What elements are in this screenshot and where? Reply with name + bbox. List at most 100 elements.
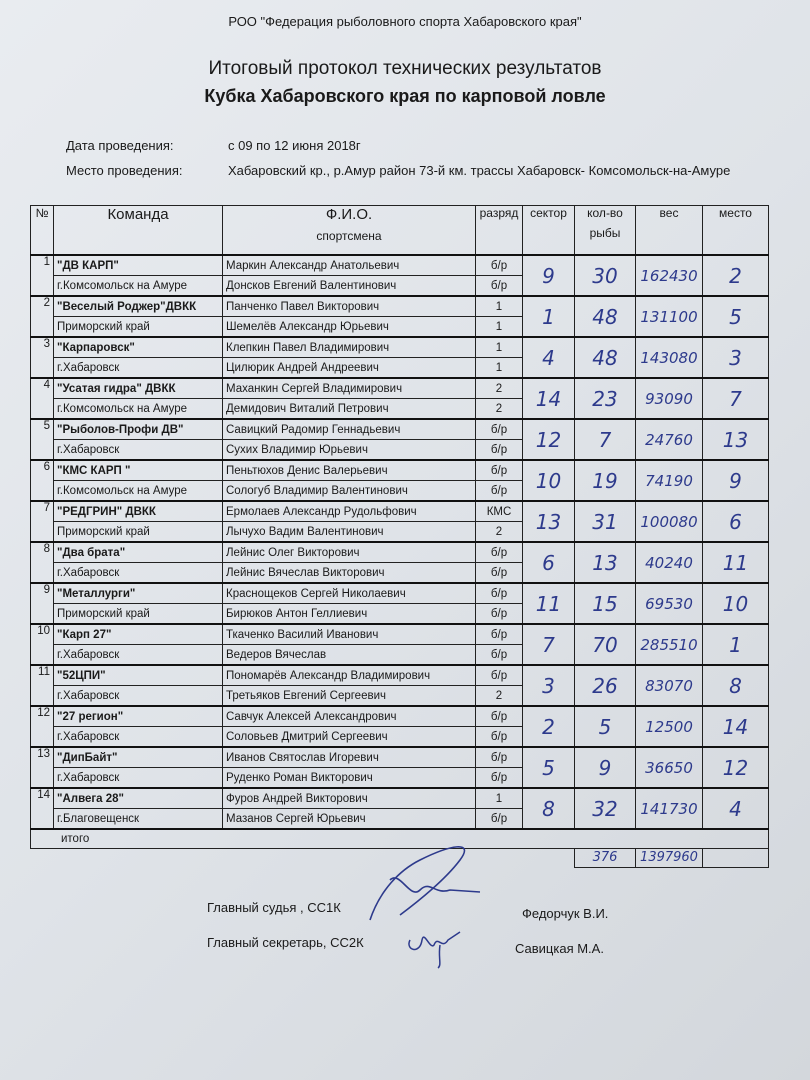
sector: 6	[522, 541, 575, 584]
sector: 9	[522, 254, 575, 297]
fish-count: 19	[574, 459, 636, 502]
athlete-2: Шемелёв Александр Юрьевич	[222, 316, 476, 338]
total-label-row: итого	[30, 828, 769, 849]
team-name: "ДипБайт"	[53, 746, 223, 768]
place: 2	[702, 254, 769, 297]
row-number: 9	[30, 582, 54, 625]
athlete-2-rank: б/р	[475, 767, 523, 789]
sector: 14	[522, 377, 575, 420]
athlete-1: Пономарёв Александр Владимирович	[222, 664, 476, 686]
total-weight: 1397960	[635, 848, 703, 868]
athlete-1: Краснощеков Сергей Николаевич	[222, 582, 476, 604]
row-number: 8	[30, 541, 54, 584]
weight: 285510	[635, 623, 703, 666]
athlete-1-rank: б/р	[475, 582, 523, 604]
row-number: 12	[30, 705, 54, 748]
team-city: г.Хабаровск	[53, 767, 223, 789]
secretary-name: Савицкая М.А.	[515, 941, 604, 956]
team-city: г.Комсомольск на Амуре	[53, 480, 223, 502]
weight: 162430	[635, 254, 703, 297]
table-row: 4 "Усатая гидра" ДВКК Маханкин Сергей Вл…	[30, 377, 769, 420]
sector: 7	[522, 623, 575, 666]
place: 12	[702, 746, 769, 789]
sector: 10	[522, 459, 575, 502]
athlete-2-rank: б/р	[475, 562, 523, 584]
team-name: "Алвега 28"	[53, 787, 223, 809]
athlete-1: Маркин Александр Анатольевич	[222, 254, 476, 276]
athlete-1-rank: 1	[475, 336, 523, 358]
table-row: 2 "Веселый Роджер"ДВКК Панченко Павел Ви…	[30, 295, 769, 338]
athlete-1: Клепкин Павел Владимирович	[222, 336, 476, 358]
weight: 36650	[635, 746, 703, 789]
table-row-sub: г.Хабаровск Руденко Роман Викторович б/р	[31, 767, 769, 789]
fish-count: 5	[574, 705, 636, 748]
team-name: "Карпаровск"	[53, 336, 223, 358]
table-row: 3 "Карпаровск" Клепкин Павел Владимирови…	[30, 336, 769, 379]
fish-count: 48	[574, 295, 636, 338]
fish-count: 26	[574, 664, 636, 707]
table-header: № Команда Ф.И.О. спортсмена разряд сектор…	[30, 205, 769, 256]
col-place: место	[702, 205, 769, 256]
team-city: Приморский край	[53, 316, 223, 338]
document-subtitle: Кубка Хабаровского края по карповой ловл…	[204, 86, 606, 106]
team-city: г.Комсомольск на Амуре	[53, 275, 223, 297]
athlete-1: Панченко Павел Викторович	[222, 295, 476, 317]
place: 1	[702, 623, 769, 666]
athlete-1-rank: КМС	[475, 500, 523, 522]
weight: 141730	[635, 787, 703, 830]
place: 8	[702, 664, 769, 707]
team-name: "Рыболов-Профи ДВ"	[53, 418, 223, 440]
athlete-2: Донсков Евгений Валентинович	[222, 275, 476, 297]
table-row-sub: Приморский край Шемелёв Александр Юрьеви…	[31, 316, 769, 338]
team-city: Приморский край	[53, 521, 223, 543]
athlete-2: Третьяков Евгений Сергеевич	[222, 685, 476, 707]
athlete-2: Сухих Владимир Юрьевич	[222, 439, 476, 461]
sector: 1	[522, 295, 575, 338]
weight: 83070	[635, 664, 703, 707]
athlete-2: Руденко Роман Викторович	[222, 767, 476, 789]
athlete-1-rank: 1	[475, 787, 523, 809]
fish-count: 30	[574, 254, 636, 297]
place: 6	[702, 500, 769, 543]
secretary-label: Главный секретарь, СС2К	[207, 935, 364, 950]
athlete-1: Ткаченко Василий Иванович	[222, 623, 476, 645]
athlete-2: Демидович Виталий Петрович	[222, 398, 476, 420]
weight: 40240	[635, 541, 703, 584]
athlete-2-rank: б/р	[475, 480, 523, 502]
table-row: 8 "Два брата" Лейнис Олег Викторович б/р…	[30, 541, 769, 584]
team-city: г.Хабаровск	[53, 439, 223, 461]
table-row-sub: г.Хабаровск Сухих Владимир Юрьевич б/р	[31, 439, 769, 461]
athlete-2-rank: б/р	[475, 808, 523, 830]
athlete-1-rank: б/р	[475, 418, 523, 440]
fish-count: 13	[574, 541, 636, 584]
place: 5	[702, 295, 769, 338]
weight: 69530	[635, 582, 703, 625]
col-count-line2: рыбы	[589, 226, 621, 240]
table-row: 9 "Металлурги" Краснощеков Сергей Никола…	[30, 582, 769, 625]
team-city: Приморский край	[53, 603, 223, 625]
team-name: "52ЦПИ"	[53, 664, 223, 686]
athlete-1-rank: 2	[475, 377, 523, 399]
sector: 3	[522, 664, 575, 707]
athlete-2-rank: 2	[475, 521, 523, 543]
athlete-1: Ермолаев Александр Рудольфович	[222, 500, 476, 522]
weight: 24760	[635, 418, 703, 461]
athlete-1: Иванов Святослав Игоревич	[222, 746, 476, 768]
athlete-1: Маханкин Сергей Владимирович	[222, 377, 476, 399]
row-number: 13	[30, 746, 54, 789]
athlete-2-rank: б/р	[475, 726, 523, 748]
row-number: 5	[30, 418, 54, 461]
table-row: 7 "РЕДГРИН" ДВКК Ермолаев Александр Рудо…	[30, 500, 769, 543]
athlete-2: Сологуб Владимир Валентинович	[222, 480, 476, 502]
weight: 74190	[635, 459, 703, 502]
team-name: "Веселый Роджер"ДВКК	[53, 295, 223, 317]
athlete-1: Савицкий Радомир Геннадьевич	[222, 418, 476, 440]
weight: 143080	[635, 336, 703, 379]
total-count: 376	[574, 848, 636, 868]
fish-count: 7	[574, 418, 636, 461]
col-weight: вес	[635, 205, 703, 256]
place-value: Хабаровский кр., р.Амур район 73-й км. т…	[228, 163, 731, 178]
fish-count: 15	[574, 582, 636, 625]
organization-name: РОО "Федерация рыболовного спорта Хабаро…	[228, 14, 582, 29]
athlete-1: Пеньтюхов Денис Валерьевич	[222, 459, 476, 481]
